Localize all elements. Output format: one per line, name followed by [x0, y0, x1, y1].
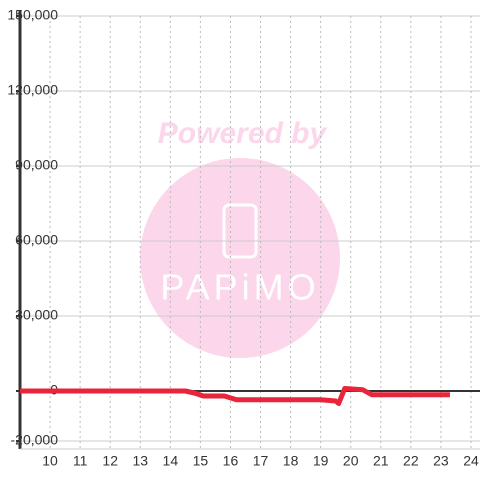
x-tick-label: 10	[42, 453, 58, 469]
y-tick-label: 90,000	[15, 157, 58, 173]
watermark-title: Powered by	[158, 117, 328, 150]
data-line	[20, 386, 450, 406]
x-tick-label: 24	[463, 453, 479, 469]
x-tick-label: 17	[253, 453, 269, 469]
x-tick-label: 18	[283, 453, 299, 469]
x-tick-label: 11	[73, 453, 88, 469]
y-tick-label: 120,000	[7, 82, 58, 98]
x-tick-label: 20	[343, 453, 359, 469]
x-tick-label: 22	[403, 453, 419, 469]
x-tick-label: 19	[313, 453, 329, 469]
x-tick-label: 12	[102, 453, 118, 469]
x-tick-label: 15	[193, 453, 209, 469]
y-tick-label: -20,000	[11, 432, 59, 448]
y-tick-label: 150,000	[7, 7, 58, 23]
x-tick-label: 16	[223, 453, 239, 469]
x-tick-label: 13	[132, 453, 148, 469]
watermark-logo: PAPiMO	[160, 267, 319, 308]
x-tick-label: 21	[373, 453, 389, 469]
y-tick-label: 60,000	[15, 232, 58, 248]
x-tick-label: 23	[433, 453, 449, 469]
x-tick-label: 14	[163, 453, 179, 469]
watermark-icon	[222, 203, 258, 259]
y-tick-label: 30,000	[15, 307, 58, 323]
